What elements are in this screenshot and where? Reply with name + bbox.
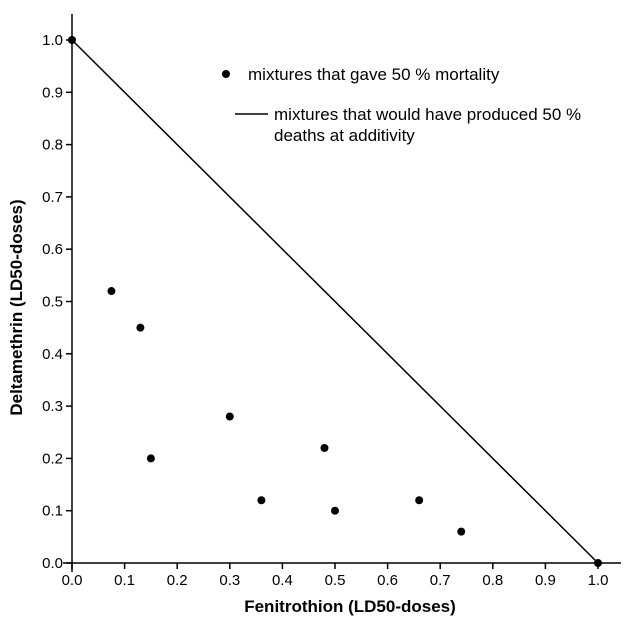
x-tick-label: 0.2 bbox=[167, 572, 188, 589]
y-tick-label: 1.0 bbox=[42, 32, 63, 49]
y-tick-label: 0.6 bbox=[42, 241, 63, 258]
y-tick-label: 0.3 bbox=[42, 398, 63, 415]
legend-dot-marker bbox=[222, 70, 230, 78]
data-point bbox=[68, 36, 76, 44]
legend-label: mixtures that would have produced 50 % bbox=[274, 105, 581, 124]
y-tick-label: 0.4 bbox=[42, 346, 63, 363]
y-tick-label: 0.5 bbox=[42, 294, 63, 311]
x-tick-label: 0.6 bbox=[377, 572, 398, 589]
x-axis-title: Fenitrothion (LD50-doses) bbox=[244, 597, 456, 616]
y-tick-label: 0.8 bbox=[42, 137, 63, 154]
legend-label: deaths at additivity bbox=[274, 126, 415, 145]
x-tick-label: 0.1 bbox=[114, 572, 135, 589]
data-point bbox=[320, 443, 329, 452]
data-point bbox=[457, 527, 466, 536]
y-tick-label: 0.9 bbox=[42, 84, 63, 101]
data-points bbox=[68, 36, 602, 567]
x-tick-label: 1.0 bbox=[588, 572, 609, 589]
data-point bbox=[257, 496, 266, 505]
data-point bbox=[107, 287, 116, 296]
x-tick-label: 0.5 bbox=[325, 572, 346, 589]
additivity-line bbox=[71, 39, 599, 564]
x-tick-label: 0.0 bbox=[62, 572, 83, 589]
y-tick-label: 0.0 bbox=[42, 555, 63, 572]
data-point bbox=[136, 323, 145, 332]
y-axis-ticks: 0.0 0.1 0.2 0.3 0.4 0.5 0.6 0.7 0.8 0.9 1.0 bbox=[42, 32, 72, 572]
data-point bbox=[146, 454, 155, 463]
data-point bbox=[415, 496, 424, 505]
x-tick-label: 0.8 bbox=[482, 572, 503, 589]
legend: mixtures that gave 50 % mortality mixture… bbox=[222, 65, 581, 145]
x-tick-label: 0.3 bbox=[219, 572, 240, 589]
x-tick-label: 0.7 bbox=[430, 572, 451, 589]
data-point bbox=[331, 506, 339, 515]
x-tick-label: 0.9 bbox=[535, 572, 556, 589]
legend-label: mixtures that gave 50 % mortality bbox=[248, 65, 500, 84]
y-tick-label: 0.2 bbox=[42, 450, 63, 467]
y-tick-label: 0.1 bbox=[42, 503, 63, 520]
x-tick-label: 0.4 bbox=[272, 572, 293, 589]
x-axis-ticks: 0.0 0.1 0.2 0.3 0.4 0.5 0.6 0.7 0.8 0.9 1.0 bbox=[62, 563, 609, 589]
y-axis-title: Deltamethrin (LD50-doses) bbox=[7, 199, 26, 415]
y-tick-label: 0.7 bbox=[42, 189, 63, 206]
data-point bbox=[594, 559, 602, 567]
data-point bbox=[225, 412, 234, 421]
